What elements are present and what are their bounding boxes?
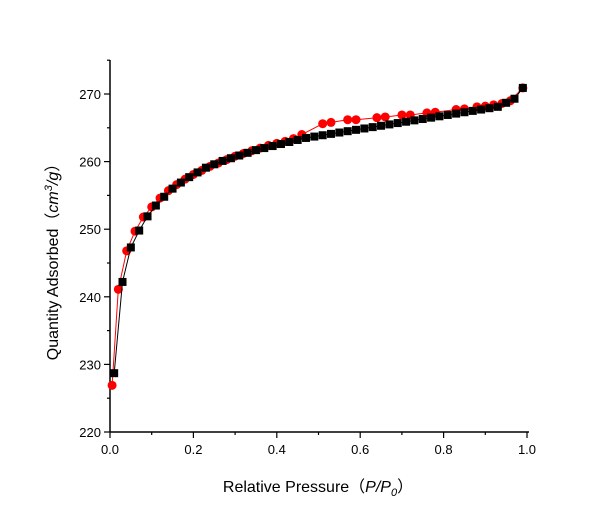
adsorption-point — [518, 83, 527, 92]
adsorption-point — [368, 123, 377, 132]
adsorption-point — [251, 146, 260, 155]
adsorption-point — [110, 369, 119, 378]
adsorption-point — [468, 106, 477, 115]
adsorption-point — [160, 192, 169, 201]
adsorption-point — [143, 212, 152, 221]
adsorption-point — [393, 119, 402, 128]
desorption-point — [372, 113, 382, 123]
y-tick-label: 270 — [79, 87, 101, 102]
series-desorption — [107, 83, 528, 390]
adsorption-point — [377, 121, 386, 130]
series-layer — [107, 83, 528, 390]
adsorption-point — [327, 129, 336, 138]
y-tick-label: 230 — [79, 357, 101, 372]
desorption-point — [397, 110, 407, 120]
adsorption-point — [276, 140, 285, 149]
y-label-prefix: Quantity Adsorbed（ — [44, 213, 62, 361]
x-tick-label: 0.0 — [101, 442, 119, 457]
adsorption-point — [193, 168, 202, 177]
axes: 0.0 0.2 0.4 0.6 0.8 1.0 220 230 240 250 260 270 — [79, 59, 536, 457]
adsorption-point — [427, 113, 436, 122]
adsorption-point — [402, 117, 411, 126]
adsorption-point — [460, 108, 469, 117]
y-label-unit2: /g — [45, 172, 62, 186]
y-tick-label: 250 — [79, 222, 101, 237]
desorption-line — [111, 87, 524, 386]
adsorption-point — [385, 120, 394, 129]
y-label-sup: 3 — [43, 184, 55, 191]
adsorption-point — [118, 277, 127, 286]
y-axis-label: Quantity Adsorbed（cm3/g） — [43, 156, 62, 360]
adsorption-point — [502, 98, 511, 107]
desorption-point — [343, 115, 353, 125]
x-tick-label: 1.0 — [518, 442, 536, 457]
y-label-unit: cm — [45, 191, 62, 212]
adsorption-point — [243, 148, 252, 157]
adsorption-point — [135, 226, 144, 235]
adsorption-line — [113, 87, 524, 374]
desorption-point — [380, 112, 390, 122]
adsorption-point — [218, 156, 227, 165]
desorption-point — [318, 119, 328, 129]
series-adsorption — [110, 83, 527, 378]
adsorption-point — [335, 128, 344, 137]
adsorption-point — [293, 135, 302, 144]
adsorption-point — [318, 131, 327, 140]
adsorption-point — [477, 105, 486, 114]
desorption-point — [107, 380, 117, 390]
adsorption-point — [176, 178, 185, 187]
x-tick-label: 0.8 — [435, 442, 453, 457]
adsorption-point — [452, 109, 461, 118]
x-label-prefix: Relative Pressure（ — [223, 478, 365, 496]
adsorption-point — [360, 124, 369, 133]
adsorption-point — [443, 110, 452, 119]
adsorption-point — [510, 94, 519, 103]
desorption-point — [113, 284, 123, 294]
x-tick-label: 0.6 — [351, 442, 369, 457]
y-tick-label: 240 — [79, 290, 101, 305]
x-label-sub: 0 — [391, 487, 398, 499]
y-tick-label: 220 — [79, 425, 101, 440]
adsorption-point — [485, 104, 494, 113]
x-label-p: P/P — [365, 479, 391, 496]
adsorption-point — [126, 243, 135, 252]
adsorption-point — [151, 201, 160, 210]
adsorption-point — [168, 184, 177, 193]
adsorption-point — [235, 151, 244, 160]
adsorption-point — [268, 142, 277, 151]
x-label-suffix: ） — [397, 478, 413, 496]
adsorption-point — [226, 154, 235, 163]
adsorption-point — [301, 133, 310, 142]
adsorption-point — [210, 160, 219, 169]
adsorption-point — [260, 144, 269, 153]
adsorption-point — [410, 116, 419, 125]
x-tick-label: 0.2 — [184, 442, 202, 457]
adsorption-point — [310, 132, 319, 141]
x-tick-label: 0.4 — [268, 442, 286, 457]
adsorption-point — [435, 112, 444, 121]
y-tick-label: 260 — [79, 155, 101, 170]
desorption-point — [326, 117, 336, 127]
y-label-suffix: ） — [44, 156, 62, 172]
adsorption-point — [185, 173, 194, 182]
adsorption-point — [493, 102, 502, 111]
x-axis-label: Relative Pressure（P/P0） — [223, 478, 413, 499]
adsorption-point — [343, 127, 352, 136]
adsorption-point — [285, 137, 294, 146]
desorption-point — [351, 115, 361, 125]
adsorption-point — [352, 125, 361, 134]
adsorption-point — [201, 163, 210, 172]
adsorption-point — [418, 115, 427, 124]
